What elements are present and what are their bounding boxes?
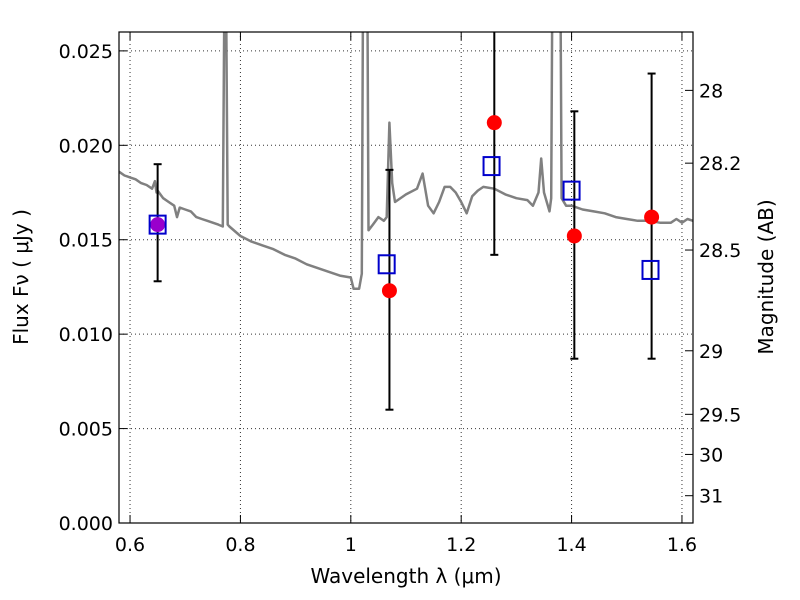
plot-frame [118, 31, 694, 524]
observed-point [381, 283, 397, 299]
observed-point [644, 209, 660, 225]
observed-point [566, 228, 582, 244]
axes: 0.6 0.8 1 1.2 1.4 1.6 0.000 0.005 0.010 0.015 0.02… [59, 32, 741, 556]
observed-point [150, 217, 166, 233]
x-tick-label: 1.2 [446, 534, 476, 556]
y-tick-label: 0.010 [59, 324, 113, 346]
y-tick-label: 0.025 [59, 41, 113, 63]
x-tick-label: 1.6 [667, 534, 697, 556]
y-tick-label: 0.000 [59, 513, 113, 535]
right-tick-label: 28.2 [699, 153, 741, 175]
right-tick-label: 29 [699, 341, 723, 363]
model-point [148, 214, 167, 235]
model-point [482, 156, 501, 177]
y-axis-title: Flux Fν ( μJy ) [9, 209, 33, 345]
y-tick-label: 0.005 [59, 419, 113, 441]
y-tick-label: 0.020 [59, 135, 113, 157]
x-tick-label: 1.4 [556, 534, 586, 556]
right-axis-title: Magnitude (AB) [754, 199, 778, 354]
right-tick-label: 30 [699, 444, 723, 466]
right-tick-label: 29.5 [699, 404, 741, 426]
x-tick-label: 0.6 [115, 534, 145, 556]
y-tick-label: 0.015 [59, 230, 113, 252]
observed-point [486, 115, 502, 131]
x-tick-label: 0.8 [225, 534, 255, 556]
x-axis-title: Wavelength λ (μm) [310, 564, 501, 588]
spectrum-line [119, 32, 693, 291]
x-tick-label: 1 [345, 534, 357, 556]
grid-lines [119, 32, 693, 524]
right-tick-label: 28.5 [699, 240, 741, 262]
plot-area [119, 32, 693, 411]
model-point [641, 259, 660, 280]
right-tick-label: 31 [699, 486, 723, 508]
right-tick-label: 28 [699, 80, 723, 102]
model-point [562, 180, 581, 201]
model-point [377, 254, 396, 275]
